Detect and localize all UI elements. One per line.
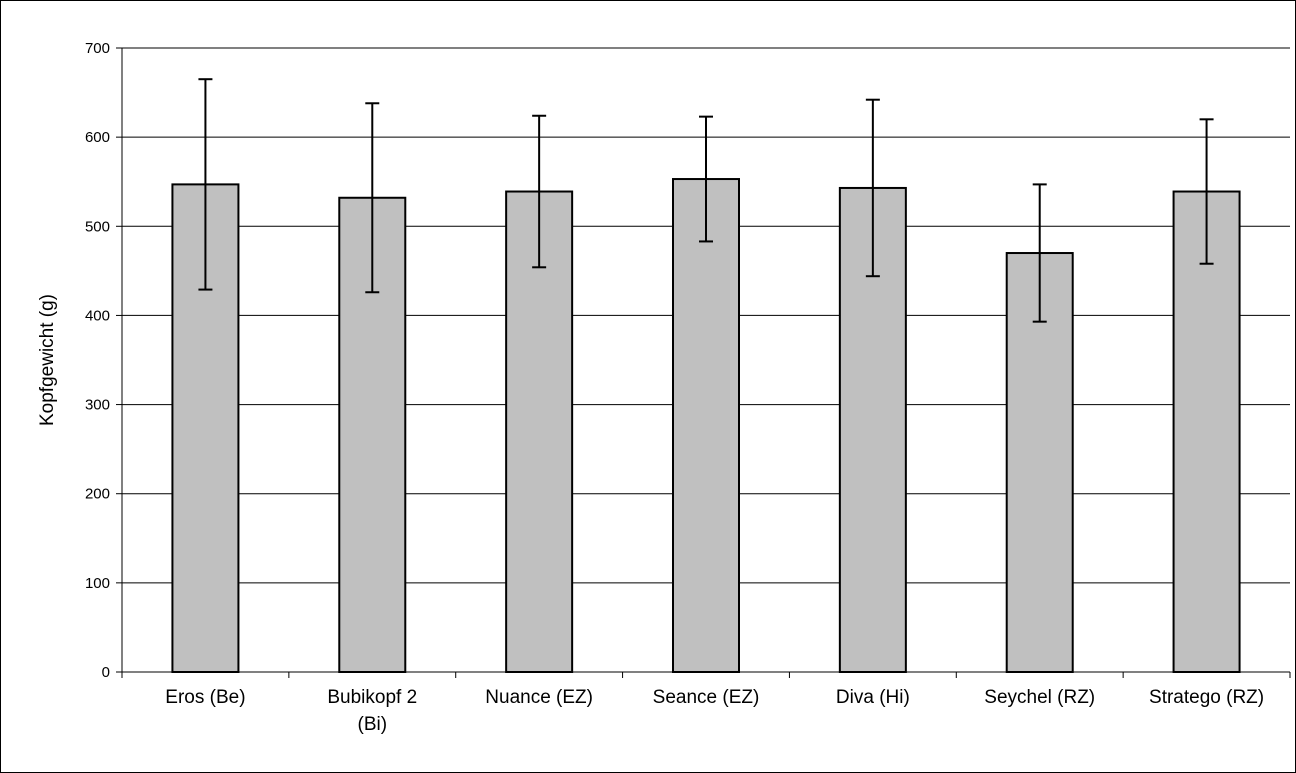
y-tick-label: 700 [85, 40, 110, 57]
bar [505, 190, 574, 674]
y-tick-label: 300 [85, 397, 110, 414]
error-bars [198, 78, 1214, 323]
x-tick-label: Seychel (RZ) [984, 687, 1095, 708]
x-tick-label: Stratego (RZ) [1149, 687, 1264, 708]
x-tick-label: Nuance (EZ) [485, 687, 593, 708]
y-tick-label: 500 [85, 218, 110, 235]
bar [672, 178, 740, 673]
y-tick-label: 400 [85, 307, 110, 324]
y-tick-label: 0 [102, 664, 110, 681]
axes: 0 100 200 300 400 500 600 700 Eros (Be) Bubikopf … [85, 40, 1291, 735]
y-tick-label: 200 [85, 486, 110, 503]
x-tick-label: Seance (EZ) [653, 687, 760, 708]
y-tick-label: 100 [85, 575, 110, 592]
x-tick-label: Diva (Hi) [836, 687, 910, 708]
bar [1005, 252, 1074, 673]
x-tick-label: Eros (Be) [165, 687, 245, 708]
x-tick-label: Bubikopf 2 [327, 687, 417, 708]
bar [1172, 190, 1241, 674]
y-axis-label: Kopfgewicht (g) [37, 294, 58, 426]
bars [171, 178, 1241, 674]
y-tick-label: 600 [85, 129, 110, 146]
x-tick-label: (Bi) [358, 714, 388, 735]
